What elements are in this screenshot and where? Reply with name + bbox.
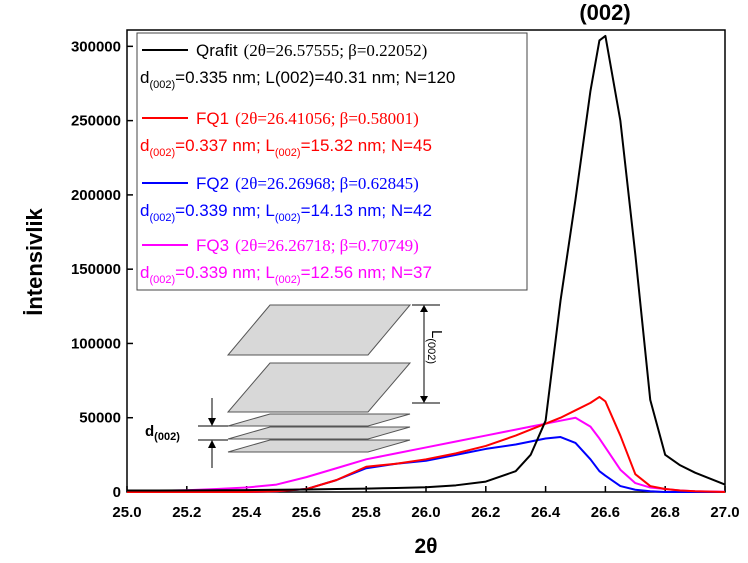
legend-detail-text: =14.13 nm; N=42 — [301, 201, 432, 220]
x-tick-label: 26.0 — [411, 504, 440, 521]
legend-detail-text: =12.56 nm; N=37 — [301, 263, 432, 282]
legend-entry: Qrafit (2θ=26.57555; β=0.22052) — [196, 41, 427, 60]
legend-detail-text: d — [140, 68, 149, 87]
y-tick-label: 100000 — [71, 335, 121, 352]
legend-detail-sub: (002) — [149, 147, 175, 159]
legend-params: (2θ=26.26718; β=0.70749) — [235, 236, 419, 255]
x-tick-label: 26.4 — [531, 504, 561, 521]
legend-box — [136, 32, 528, 291]
inset-diagram — [198, 304, 440, 468]
arrow-head — [208, 418, 216, 426]
x-tick-label: 26.2 — [471, 504, 500, 521]
legend-detail: d(002)=0.339 nm; L(002)=14.13 nm; N=42 — [140, 201, 432, 224]
y-tick-label: 250000 — [71, 113, 121, 130]
x-tick-label: 25.2 — [172, 504, 201, 521]
legend-detail-text: d — [140, 136, 149, 155]
inset-d-sub: (002) — [154, 431, 180, 443]
x-tick-label: 25.6 — [292, 504, 321, 521]
legend-detail: d(002)=0.337 nm; L(002)=15.32 nm; N=45 — [140, 136, 432, 159]
legend-detail-text: =0.335 nm; L(002)=40.31 nm; N=120 — [175, 68, 455, 87]
legend-detail-text: =15.32 nm; N=45 — [301, 136, 432, 155]
arrow-head — [420, 396, 428, 403]
x-tick-label: 25.4 — [232, 504, 262, 521]
peak-annotation: (002) — [579, 0, 630, 25]
x-tick-label: 25.0 — [112, 504, 141, 521]
legend-params: (2θ=26.41056; β=0.58001) — [235, 109, 419, 128]
series-line — [126, 416, 726, 493]
y-tick-label: 50000 — [79, 410, 121, 427]
legend-params: (2θ=26.26968; β=0.62845) — [235, 174, 419, 193]
x-tick-label: 26.6 — [591, 504, 620, 521]
legend-name: FQ3 — [196, 236, 229, 255]
inset-l-label: L(002) — [425, 330, 445, 364]
plate — [227, 439, 411, 453]
plate — [227, 413, 411, 427]
plate — [226, 304, 412, 356]
inset-d-label: d(002) — [145, 423, 180, 443]
x-axis-label: 2θ — [414, 535, 437, 558]
legend-name: FQ1 — [196, 109, 229, 128]
x-tick-label: 26.8 — [651, 504, 680, 521]
legend-entry: FQ2 (2θ=26.26968; β=0.62845) — [196, 174, 419, 193]
legend-detail-sub: (002) — [275, 274, 301, 286]
arrow-head — [420, 305, 428, 312]
legend-detail-text: =0.339 nm; L — [175, 201, 275, 220]
arrow-head — [208, 440, 216, 448]
legend-name: FQ2 — [196, 174, 229, 193]
legend-detail: d(002)=0.339 nm; L(002)=12.56 nm; N=37 — [140, 263, 432, 286]
plate — [227, 426, 411, 440]
x-tick-label: 25.8 — [352, 504, 381, 521]
y-tick-label: 200000 — [71, 187, 121, 204]
legend-name: Qrafit — [196, 41, 238, 60]
legend-detail-text: =0.339 nm; L — [175, 263, 275, 282]
series-line — [127, 395, 726, 493]
y-axis-label: İntensivlik — [22, 207, 47, 315]
legend-detail-text: =0.337 nm; L — [175, 136, 275, 155]
y-tick-label: 150000 — [71, 261, 121, 278]
series-line — [127, 34, 726, 492]
inset-d-main: d — [145, 423, 154, 440]
plate — [226, 362, 412, 413]
legend-detail-text: d — [140, 263, 149, 282]
y-tick-label: 300000 — [71, 38, 121, 55]
legend-detail: d(002)=0.335 nm; L(002)=40.31 nm; N=120 — [140, 68, 455, 91]
legend-params: (2θ=26.57555; β=0.22052) — [244, 41, 428, 60]
legend-detail-sub: (002) — [275, 147, 301, 159]
inset-l-main: L — [428, 330, 445, 338]
inset-l-sub: (002) — [425, 338, 437, 364]
legend-entry: FQ3 (2θ=26.26718; β=0.70749) — [196, 236, 419, 255]
x-tick-label: 27.0 — [710, 504, 739, 521]
legend-detail-sub: (002) — [149, 212, 175, 224]
legend-detail-sub: (002) — [149, 274, 175, 286]
legend-detail-text: d — [140, 201, 149, 220]
legend-detail-sub: (002) — [149, 79, 175, 91]
y-tick-label: 0 — [113, 484, 121, 501]
legend-entry: FQ1 (2θ=26.41056; β=0.58001) — [196, 109, 419, 128]
legend-detail-sub: (002) — [275, 212, 301, 224]
